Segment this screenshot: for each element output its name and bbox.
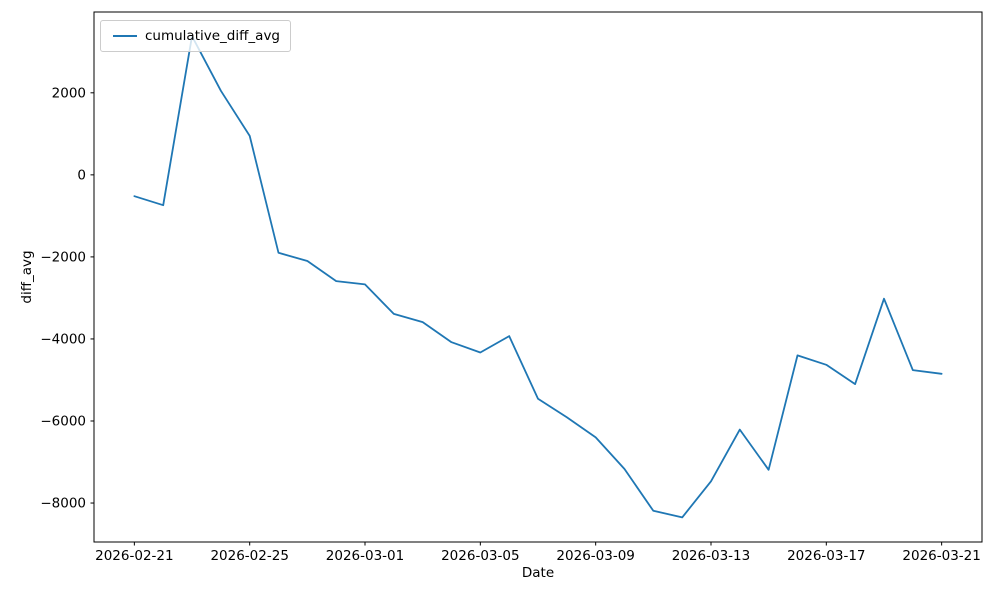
x-tick-label: 2026-02-25: [210, 548, 288, 564]
x-tick-label: 2026-03-05: [441, 548, 519, 564]
x-tick-label: 2026-03-21: [902, 548, 980, 564]
x-tick-label: 2026-02-21: [95, 548, 173, 564]
data-series: [133, 35, 943, 519]
axis-ticks: 2000 0 −2000 −4000 −6000 −8000 2026-02-21 2026-…: [40, 85, 981, 564]
x-axis-label: Date: [521, 565, 555, 581]
series-line: [133, 35, 943, 519]
x-tick-label: 2026-03-09: [556, 548, 634, 564]
y-tick-label: 2000: [52, 85, 86, 101]
y-axis-label: diff_avg: [19, 250, 35, 304]
y-tick-label: −4000: [40, 331, 86, 347]
y-tick-label: −6000: [40, 413, 86, 429]
x-tick-label: 2026-03-13: [672, 548, 750, 564]
legend-label: cumulative_diff_avg: [145, 28, 280, 44]
plot-frame: [93, 11, 983, 543]
y-tick-label: 0: [77, 167, 86, 183]
legend[interactable]: cumulative_diff_avg: [100, 20, 291, 52]
legend-line-sample: [113, 35, 137, 37]
x-tick-label: 2026-03-01: [326, 548, 404, 564]
y-tick-label: −2000: [40, 249, 86, 265]
y-tick-label: −8000: [40, 496, 86, 512]
x-tick-label: 2026-03-17: [787, 548, 865, 564]
